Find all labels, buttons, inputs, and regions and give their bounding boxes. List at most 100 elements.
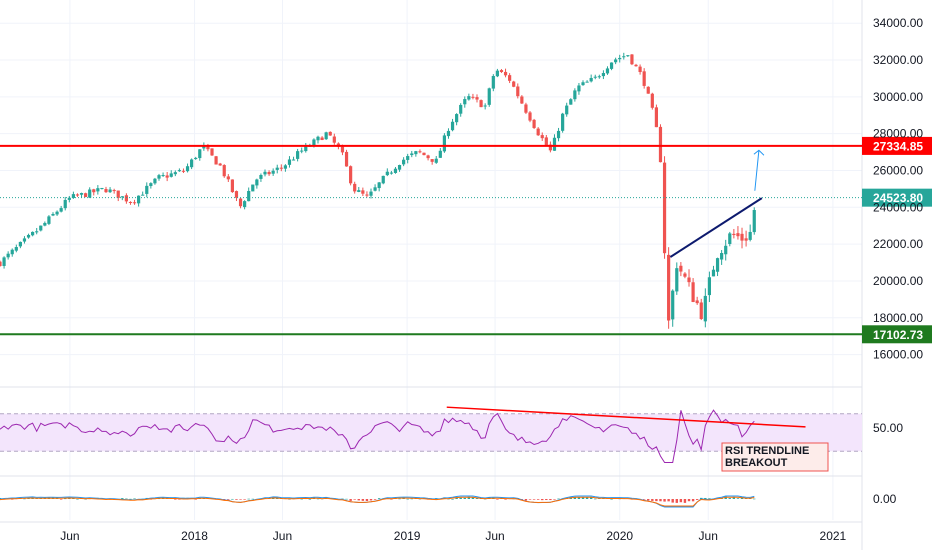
drawings[interactable] [669, 149, 765, 258]
candle-body[interactable] [614, 59, 618, 63]
candle-body[interactable] [609, 62, 614, 69]
price-trendline[interactable] [669, 197, 763, 258]
candle-body[interactable] [585, 81, 589, 83]
candle-body[interactable] [471, 96, 475, 98]
candle-body[interactable] [499, 70, 504, 73]
macd-pane[interactable] [0, 495, 756, 508]
candle-body[interactable] [31, 231, 35, 236]
candle-body[interactable] [234, 191, 239, 198]
candle-body[interactable] [108, 189, 112, 193]
candle-body[interactable] [206, 146, 210, 150]
candle-body[interactable] [414, 151, 418, 155]
candle-body[interactable] [524, 104, 528, 113]
candle-body[interactable] [581, 82, 585, 86]
candle-body[interactable] [740, 233, 744, 241]
candle-body[interactable] [748, 231, 752, 240]
candle-body[interactable] [104, 189, 108, 193]
candle-body[interactable] [377, 182, 381, 189]
candle-body[interactable] [381, 175, 385, 184]
candle-body[interactable] [393, 168, 398, 173]
macd-line[interactable] [0, 495, 755, 508]
candle-body[interactable] [0, 261, 2, 267]
candle-body[interactable] [202, 145, 206, 149]
candle-body[interactable] [487, 88, 491, 105]
candle-body[interactable] [426, 155, 430, 159]
candle-body[interactable] [67, 197, 71, 200]
candle-body[interactable] [369, 191, 373, 196]
candle-body[interactable] [654, 107, 659, 128]
candle-body[interactable] [512, 81, 516, 87]
candle-body[interactable] [520, 96, 524, 104]
candle-body[interactable] [418, 151, 422, 153]
candle-body[interactable] [630, 54, 634, 65]
candle-body[interactable] [552, 137, 557, 151]
candle-body[interactable] [316, 136, 320, 141]
candle-body[interactable] [328, 131, 332, 136]
candle-body[interactable] [181, 170, 186, 172]
candle-body[interactable] [88, 189, 92, 198]
candle-body[interactable] [593, 76, 597, 78]
candle-body[interactable] [55, 211, 59, 215]
candle-body[interactable] [198, 149, 202, 159]
candle-body[interactable] [279, 167, 283, 169]
rsi-trendline[interactable] [446, 406, 806, 428]
candle-body[interactable] [22, 238, 27, 242]
candle-body[interactable] [361, 190, 365, 194]
candle-body[interactable] [707, 277, 712, 296]
candle-body[interactable] [43, 222, 47, 226]
candle-body[interactable] [691, 282, 695, 303]
candle-body[interactable] [642, 71, 646, 86]
candle-body[interactable] [169, 173, 173, 177]
candle-body[interactable] [732, 233, 736, 236]
candle-body[interactable] [516, 86, 520, 97]
candle-body[interactable] [622, 56, 626, 58]
candle-body[interactable] [349, 166, 353, 184]
candle-body[interactable] [267, 171, 271, 175]
candle-body[interactable] [100, 187, 104, 189]
candle-body[interactable] [238, 198, 243, 207]
candle-body[interactable] [540, 135, 544, 139]
candle-body[interactable] [683, 273, 687, 277]
candle-body[interactable] [185, 166, 190, 172]
candle-body[interactable] [410, 153, 414, 156]
candle-body[interactable] [450, 121, 455, 131]
candle-body[interactable] [638, 66, 642, 73]
candle-body[interactable] [508, 75, 512, 81]
price-axis[interactable]: 27334.85 17102.73 24523.80 16000.00 18000.00… [862, 16, 932, 506]
candle-body[interactable] [495, 70, 499, 77]
candle-body[interactable] [165, 175, 169, 178]
candle-body[interactable] [300, 150, 304, 152]
candle-body[interactable] [397, 165, 402, 170]
candle-body[interactable] [536, 128, 540, 136]
candle-body[interactable] [157, 175, 161, 179]
candle-body[interactable] [438, 150, 442, 158]
candle-body[interactable] [75, 194, 80, 196]
candle-body[interactable] [10, 249, 14, 255]
candle-body[interactable] [92, 189, 96, 193]
candle-body[interactable] [47, 216, 51, 224]
candle-body[interactable] [226, 176, 230, 180]
candle-body[interactable] [565, 105, 569, 115]
horizontal-levels[interactable] [0, 144, 862, 336]
candle-body[interactable] [544, 137, 548, 146]
candle-body[interactable] [283, 165, 287, 169]
rsi-line[interactable] [0, 409, 755, 463]
candle-body[interactable] [532, 119, 536, 128]
time-axis[interactable]: Jun 2018 Jun 2019 Jun 2020 Jun 2021 [60, 529, 846, 543]
candle-body[interactable] [141, 194, 145, 196]
candle-body[interactable] [597, 76, 601, 78]
candle-body[interactable] [218, 163, 222, 166]
candle-body[interactable] [340, 146, 345, 153]
candle-body[interactable] [259, 175, 263, 179]
candle-body[interactable] [84, 193, 88, 197]
candle-body[interactable] [695, 300, 699, 304]
candle-body[interactable] [679, 265, 683, 272]
candle-body[interactable] [406, 156, 410, 160]
candle-body[interactable] [434, 158, 438, 163]
candle-body[interactable] [389, 172, 393, 174]
candle-body[interactable] [561, 113, 565, 131]
candle-body[interactable] [459, 104, 463, 114]
candle-body[interactable] [194, 157, 198, 159]
candle-body[interactable] [402, 159, 406, 165]
